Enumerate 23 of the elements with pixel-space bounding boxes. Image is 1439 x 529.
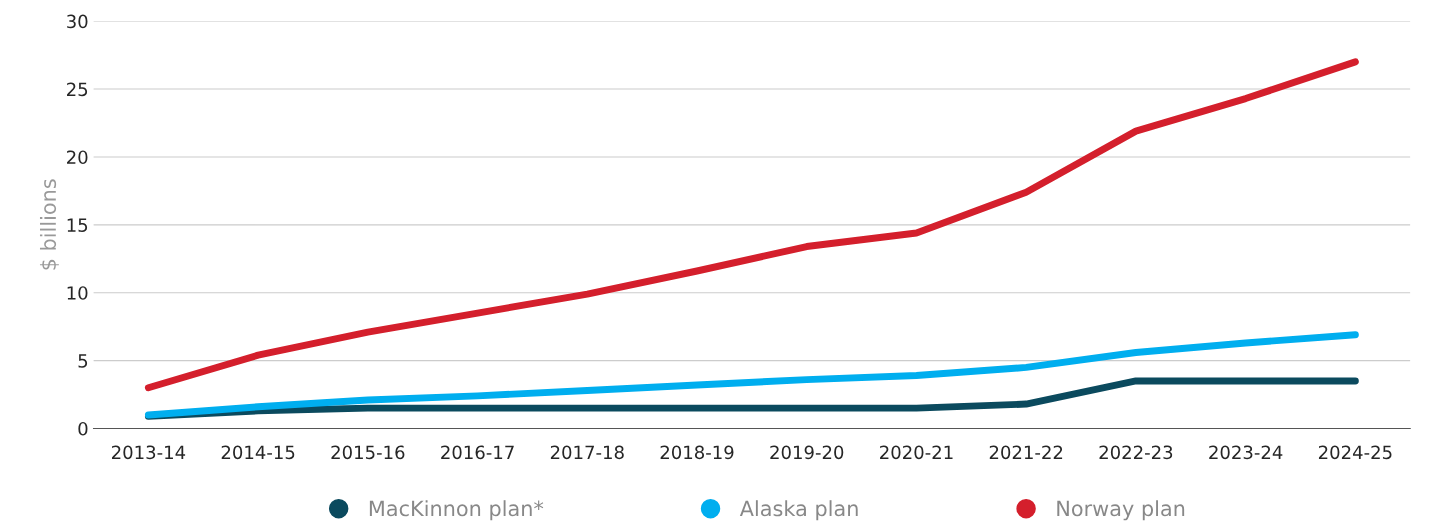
legend-label: Norway plan <box>1057 500 1185 521</box>
x-tick-label: 2017-18 <box>550 445 624 460</box>
y-tick-label: 15 <box>67 218 88 232</box>
x-tick-label: 2014-15 <box>221 445 295 460</box>
x-tick-label: 2018-19 <box>660 445 734 460</box>
y-tick-label: 25 <box>67 82 88 97</box>
x-tick-label: 2016-17 <box>441 445 514 460</box>
x-tick-label: 2024-25 <box>1318 445 1392 460</box>
x-tick-label: 2021-22 <box>989 445 1063 460</box>
x-tick-label: 2015-16 <box>331 445 405 460</box>
y-axis-title: $ billions <box>39 179 59 270</box>
x-tick-label: 2019-20 <box>770 445 844 460</box>
y-tick-label: 10 <box>67 286 88 300</box>
x-tick-label: 2023-24 <box>1209 445 1283 460</box>
x-tick-label: 2020-21 <box>880 445 953 460</box>
y-tick-label: 5 <box>78 354 88 368</box>
y-tick-label: 0 <box>78 421 88 436</box>
x-tick-label: 2013-14 <box>112 445 186 460</box>
y-tick-label: 20 <box>67 150 88 165</box>
legend-label: Alaska plan <box>739 500 858 521</box>
legend-label: MacKinnon plan* <box>369 500 544 521</box>
x-tick-label: 2022-23 <box>1099 445 1173 460</box>
y-tick-label: 30 <box>67 14 88 29</box>
